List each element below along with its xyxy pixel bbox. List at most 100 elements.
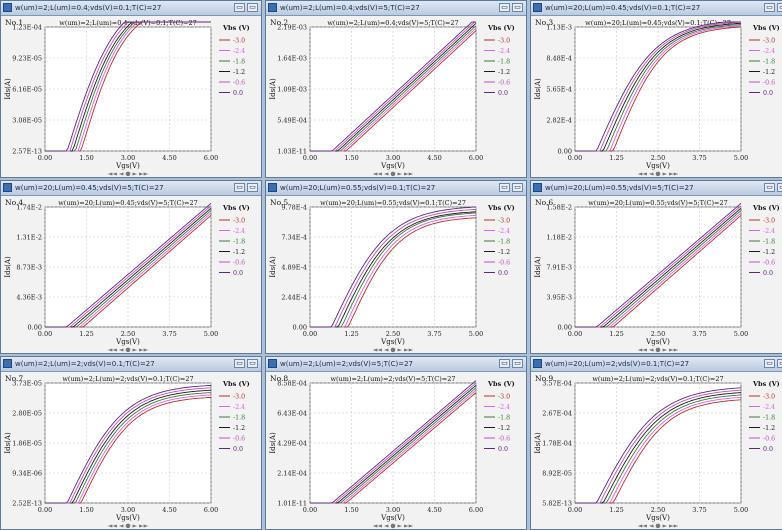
plot-window[interactable]: w(um)=20;L(um)=0.55;vds(V)=5;T(C)=27 ▭▭ No…: [530, 180, 782, 354]
app-icon: [268, 3, 277, 12]
plot-window[interactable]: w(um)=2;L(um)=0.4;vds(V)=5;T(C)=27 ▭ ▭ No.2…: [265, 0, 527, 178]
legend-label: -1.8: [498, 414, 510, 421]
legend-label: -3.0: [498, 217, 510, 224]
x-tick-label: 5.00: [734, 154, 748, 162]
y-tick-label: 5.49E-04: [277, 117, 307, 125]
window-title: w(um)=20;L(um)=0.55;vds(V)=0.1;T(C)=27: [280, 184, 436, 192]
plot-navigation-arrows[interactable]: ◄◄ ◄ ● ► ►►: [373, 347, 414, 354]
plot-window[interactable]: w(um)=2;L(um)=2;vds(V)=0.1;T(C)=27 ▭ ▭ No.7…: [0, 356, 262, 530]
x-tick-label: 5.00: [469, 330, 483, 338]
minimize-button[interactable]: ▭: [764, 183, 775, 192]
iv-curve: [310, 382, 477, 504]
maximize-button[interactable]: ▭: [512, 183, 523, 192]
minimize-button[interactable]: ▭: [499, 359, 510, 368]
x-axis-label: Vgs(V): [645, 514, 670, 522]
plot-window[interactable]: w(um)=20;L(um)=0.45;vds(V)=0.1;T(C)=27 ▭▭…: [530, 0, 782, 178]
x-tick-label: 3.75: [427, 330, 441, 338]
plot-window[interactable]: w(um)=20;L(um)=0.55;vds(V)=0.1;T(C)=27 ▭ ▭…: [265, 180, 527, 354]
y-tick-label: 3.57E-04: [542, 380, 572, 388]
maximize-button[interactable]: ▭: [247, 3, 258, 12]
maximize-button[interactable]: ▭: [512, 359, 523, 368]
panel-header: w(um)=2;L(um)=0.4;vds(V)=0.1;T(C)=27: [59, 19, 196, 27]
app-icon: [533, 359, 542, 368]
iv-curve: [575, 21, 741, 152]
x-tick-label: 1.25: [79, 330, 93, 338]
x-tick-label: 0.00: [303, 154, 317, 162]
minimize-button[interactable]: ▭: [234, 183, 245, 192]
legend-header: Vbs (V): [487, 380, 515, 388]
plot-navigation-arrows[interactable]: ◄◄ ◄ ● ► ►►: [373, 523, 414, 530]
window-titlebar[interactable]: w(um)=2;L(um)=2;vds(V)=0.1;T(C)=27 ▭ ▭: [1, 357, 261, 372]
legend-label: -3.0: [233, 393, 245, 400]
minimize-button[interactable]: ▭: [764, 3, 775, 12]
panel-header: w(um)=2;L(um)=0.4;vds(V)=5;T(C)=27: [327, 19, 458, 27]
plot-area: No.5 w(um)=20;L(um)=0.55;vds(V)=0.1;T(C)=…: [266, 196, 526, 353]
app-icon: [533, 3, 542, 12]
legend-header: Vbs (V): [752, 380, 780, 388]
x-tick-label: 3.00: [121, 154, 135, 162]
app-icon: [3, 359, 12, 368]
maximize-button[interactable]: ▭: [777, 3, 782, 12]
legend-label: -1.2: [233, 249, 245, 256]
plot-window[interactable]: w(um)=20;L(um)=2;vds(V)=0.1;T(C)=27 ▭▭ No.…: [530, 356, 782, 530]
x-tick-label: 0.00: [303, 506, 317, 514]
y-tick-label: 1.18E-2: [546, 234, 572, 242]
legend-label: -1.8: [763, 58, 775, 65]
legend-header: Vbs (V): [752, 24, 780, 32]
x-tick-label: 4.50: [162, 154, 176, 162]
window-titlebar[interactable]: w(um)=20;L(um)=0.55;vds(V)=0.1;T(C)=27 ▭ ▭: [266, 181, 526, 196]
window-titlebar[interactable]: w(um)=20;L(um)=0.55;vds(V)=5;T(C)=27 ▭▭: [531, 181, 782, 196]
x-tick-label: 1.50: [344, 154, 358, 162]
minimize-button[interactable]: ▭: [234, 3, 245, 12]
window-titlebar[interactable]: w(um)=20;L(um)=0.45;vds(V)=0.1;T(C)=27 ▭▭: [531, 1, 782, 16]
window-titlebar[interactable]: w(um)=2;L(um)=0.4;vds(V)=5;T(C)=27 ▭ ▭: [266, 1, 526, 16]
minimize-button[interactable]: ▭: [764, 359, 775, 368]
plot-navigation-arrows[interactable]: ◄◄ ◄ ● ► ►►: [638, 523, 679, 530]
panel-header: w(um)=20;L(um)=0.45;vds(V)=0.1;T(C)=27: [585, 19, 731, 27]
x-tick-label: 0.00: [38, 330, 52, 338]
plot-area: No.3 w(um)=20;L(um)=0.45;vds(V)=0.1;T(C)=…: [531, 16, 782, 177]
window-titlebar[interactable]: w(um)=2;L(um)=2;vds(V)=5;T(C)=27 ▭ ▭: [266, 357, 526, 372]
legend-label: -2.4: [233, 228, 245, 235]
maximize-button[interactable]: ▭: [247, 183, 258, 192]
plot-window[interactable]: w(um)=2;L(um)=0.4;vds(V)=0.1;T(C)=27 ▭ ▭ No…: [0, 0, 262, 178]
legend-label: -1.2: [763, 249, 775, 256]
iv-curve: [45, 387, 212, 504]
iv-curve: [575, 392, 742, 504]
y-tick-label: 0.00: [558, 148, 572, 156]
y-tick-label: 0.00: [28, 324, 42, 332]
minimize-button[interactable]: ▭: [499, 183, 510, 192]
y-tick-label: 6.43E-04: [277, 410, 307, 418]
legend-label: -3.0: [763, 393, 775, 400]
plot-navigation-arrows[interactable]: ◄◄ ◄ ● ► ►►: [108, 347, 149, 354]
plot-navigation-arrows[interactable]: ◄◄ ◄ ● ► ►►: [638, 171, 679, 178]
maximize-button[interactable]: ▭: [247, 359, 258, 368]
plot-navigation-arrows[interactable]: ◄◄ ◄ ● ► ►►: [108, 171, 149, 178]
iv-curve: [310, 385, 477, 504]
maximize-button[interactable]: ▭: [777, 183, 782, 192]
iv-curve: [310, 206, 477, 328]
iv-chart: No.3 w(um)=20;L(um)=0.45;vds(V)=0.1;T(C)=…: [534, 18, 780, 178]
x-tick-label: 3.75: [162, 330, 176, 338]
x-tick-label: 1.50: [79, 506, 93, 514]
legend-label: -0.6: [233, 259, 245, 266]
plot-window[interactable]: w(um)=2;L(um)=2;vds(V)=5;T(C)=27 ▭ ▭ No.8 w(…: [265, 356, 527, 530]
minimize-button[interactable]: ▭: [234, 359, 245, 368]
iv-curve: [45, 392, 212, 504]
window-titlebar[interactable]: w(um)=20;L(um)=0.45;vds(V)=5;T(C)=27 ▭ ▭: [1, 181, 261, 196]
window-titlebar[interactable]: w(um)=20;L(um)=2;vds(V)=0.1;T(C)=27 ▭▭: [531, 357, 782, 372]
plot-navigation-arrows[interactable]: ◄◄ ◄ ● ► ►►: [373, 171, 414, 178]
x-tick-label: 1.25: [609, 506, 623, 514]
minimize-button[interactable]: ▭: [499, 3, 510, 12]
legend-label: -3.0: [233, 217, 245, 224]
y-tick-label: 8.92E-05: [542, 470, 572, 478]
plot-navigation-arrows[interactable]: ◄◄ ◄ ● ► ►►: [108, 523, 149, 530]
maximize-button[interactable]: ▭: [512, 3, 523, 12]
maximize-button[interactable]: ▭: [777, 359, 782, 368]
y-tick-label: 1.31E-2: [16, 234, 42, 242]
app-icon: [3, 183, 12, 192]
plot-window[interactable]: w(um)=20;L(um)=0.45;vds(V)=5;T(C)=27 ▭ ▭ No…: [0, 180, 262, 354]
y-tick-label: 0.00: [558, 324, 572, 332]
plot-navigation-arrows[interactable]: ◄◄ ◄ ● ► ►►: [638, 347, 679, 354]
window-titlebar[interactable]: w(um)=2;L(um)=0.4;vds(V)=0.1;T(C)=27 ▭ ▭: [1, 1, 261, 16]
